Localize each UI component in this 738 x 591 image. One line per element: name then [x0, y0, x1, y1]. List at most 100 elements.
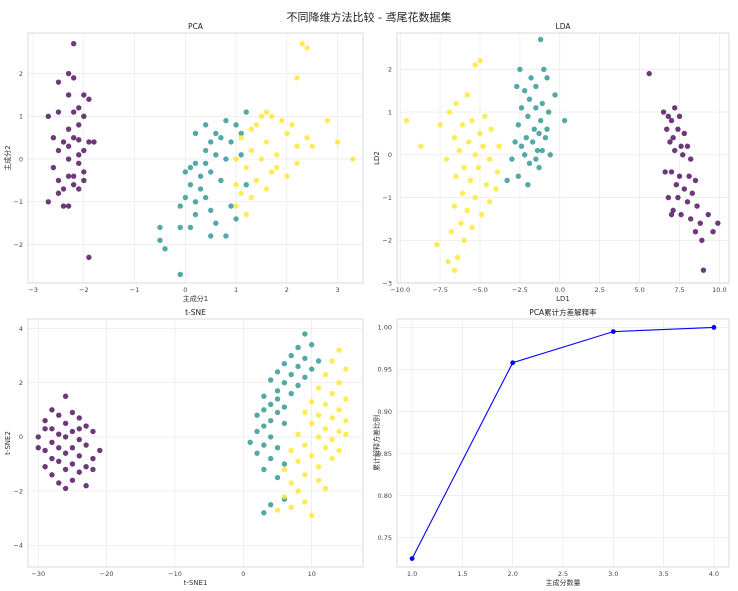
lda-point-class0	[675, 194, 681, 201]
variance-x-tick-label: 1.5	[457, 570, 467, 578]
tsne-point-class1	[281, 361, 288, 367]
tsne-point-class2	[295, 431, 301, 437]
lda-point-class1	[542, 135, 549, 141]
pca-y-axis-label: 主成分2	[3, 145, 12, 170]
tsne-point-class1	[288, 390, 294, 397]
pca-point-class1	[202, 160, 209, 167]
pca-point-class0	[55, 147, 62, 154]
tsne-point-class2	[302, 472, 308, 478]
lda-point-class1	[521, 152, 528, 158]
lda-x-axis-label: LD1	[556, 295, 570, 303]
pca-point-class0	[65, 203, 72, 209]
tsne-point-class0	[76, 415, 82, 421]
pca-point-class1	[218, 177, 224, 184]
tsne-point-class1	[288, 352, 294, 359]
lda-axes-frame	[396, 32, 730, 284]
pca-point-class1	[213, 220, 219, 226]
variance-panel: 1.0 1.5 2.0 2.5 3.0 3.5 4.0 0.75 0.80 0.85 0.90 0.9…	[372, 307, 730, 587]
pca-point-class1	[238, 152, 244, 158]
lda-point-class1	[534, 147, 541, 154]
tsne-point-class1	[261, 423, 267, 429]
tsne-point-class1	[254, 412, 260, 418]
tsne-point-class0	[83, 464, 89, 470]
pca-point-class1	[213, 130, 219, 137]
pca-point-class1	[177, 203, 183, 209]
lda-point-class1	[518, 143, 525, 149]
lda-point-class2	[459, 190, 466, 196]
pca-point-class1	[202, 194, 209, 201]
pca-x-tick-label: −2	[79, 286, 89, 294]
tsne-point-class2	[315, 464, 322, 470]
tsne-point-class2	[309, 512, 315, 519]
tsne-point-class0	[42, 464, 48, 470]
pca-x-tick-label: 2	[285, 286, 289, 294]
tsne-point-class1	[254, 450, 260, 456]
lda-point-class2	[453, 173, 459, 179]
tsne-point-class2	[309, 420, 315, 427]
lda-x-tick-label: −5.0	[472, 286, 488, 294]
lda-y-tick-label: 1	[388, 108, 392, 116]
tsne-x-tick-label: 10	[308, 570, 316, 578]
lda-point-class2	[472, 152, 478, 158]
pca-point-class0	[70, 173, 77, 179]
tsne-point-class2	[288, 480, 294, 486]
tsne-point-class2	[322, 401, 329, 408]
pca-point-class0	[60, 186, 67, 192]
tsne-point-class0	[76, 426, 82, 432]
pca-point-class2	[274, 152, 280, 158]
pca-point-class1	[202, 122, 209, 128]
tsne-point-class0	[49, 439, 55, 446]
pca-point-class2	[238, 135, 244, 141]
pca-x-tick-label: 1	[234, 286, 238, 294]
tsne-point-class1	[295, 344, 301, 351]
tsne-x-tick-label: −10	[168, 570, 182, 578]
pca-point-class0	[86, 139, 92, 145]
lda-point-class2	[472, 194, 478, 201]
lda-point-class1	[528, 75, 534, 81]
pca-point-class0	[55, 190, 62, 196]
tsne-point-class1	[274, 396, 281, 402]
pca-point-class1	[233, 122, 239, 128]
pca-point-class1	[187, 164, 194, 171]
pca-point-class1	[192, 211, 199, 218]
pca-point-class1	[213, 152, 219, 158]
lda-x-tick-label: −10.0	[390, 286, 410, 294]
pca-point-class1	[233, 216, 239, 222]
lda-point-class0	[676, 173, 683, 179]
lda-point-class1	[533, 156, 539, 162]
pca-point-class2	[294, 160, 300, 167]
lda-point-class1	[536, 164, 542, 171]
pca-point-class1	[202, 147, 209, 154]
pca-y-tick-label: 1	[19, 113, 23, 121]
tsne-axes-frame	[27, 318, 364, 568]
variance-marker	[711, 325, 717, 330]
pca-point-class0	[65, 156, 72, 162]
lda-point-class0	[660, 109, 667, 115]
pca-y-tick-label: −2	[13, 241, 23, 249]
variance-x-tick-label: 4.0	[709, 570, 719, 578]
tsne-point-class0	[69, 477, 76, 483]
pca-point-class1	[243, 182, 249, 188]
variance-y-tick-label: 0.95	[378, 366, 392, 374]
lda-point-class1	[533, 83, 539, 90]
pca-point-class1	[192, 130, 199, 137]
tsne-point-class1	[281, 404, 288, 410]
tsne-y-tick-label: 4	[19, 325, 23, 333]
pca-point-class0	[91, 139, 97, 145]
tsne-point-class2	[343, 366, 349, 372]
lda-point-class1	[525, 182, 531, 188]
tsne-point-class0	[56, 431, 62, 437]
pca-point-class2	[268, 113, 275, 120]
tsne-point-class1	[268, 377, 274, 383]
tsne-point-class1	[268, 434, 274, 440]
pca-point-class0	[86, 254, 92, 261]
pca-point-class2	[248, 126, 255, 132]
tsne-point-class2	[343, 396, 349, 402]
lda-point-class1	[515, 173, 522, 179]
pca-point-class2	[233, 156, 239, 162]
lda-point-class1	[544, 75, 550, 81]
tsne-point-class0	[62, 434, 69, 440]
pca-point-class2	[294, 143, 300, 149]
lda-point-class2	[482, 113, 488, 120]
